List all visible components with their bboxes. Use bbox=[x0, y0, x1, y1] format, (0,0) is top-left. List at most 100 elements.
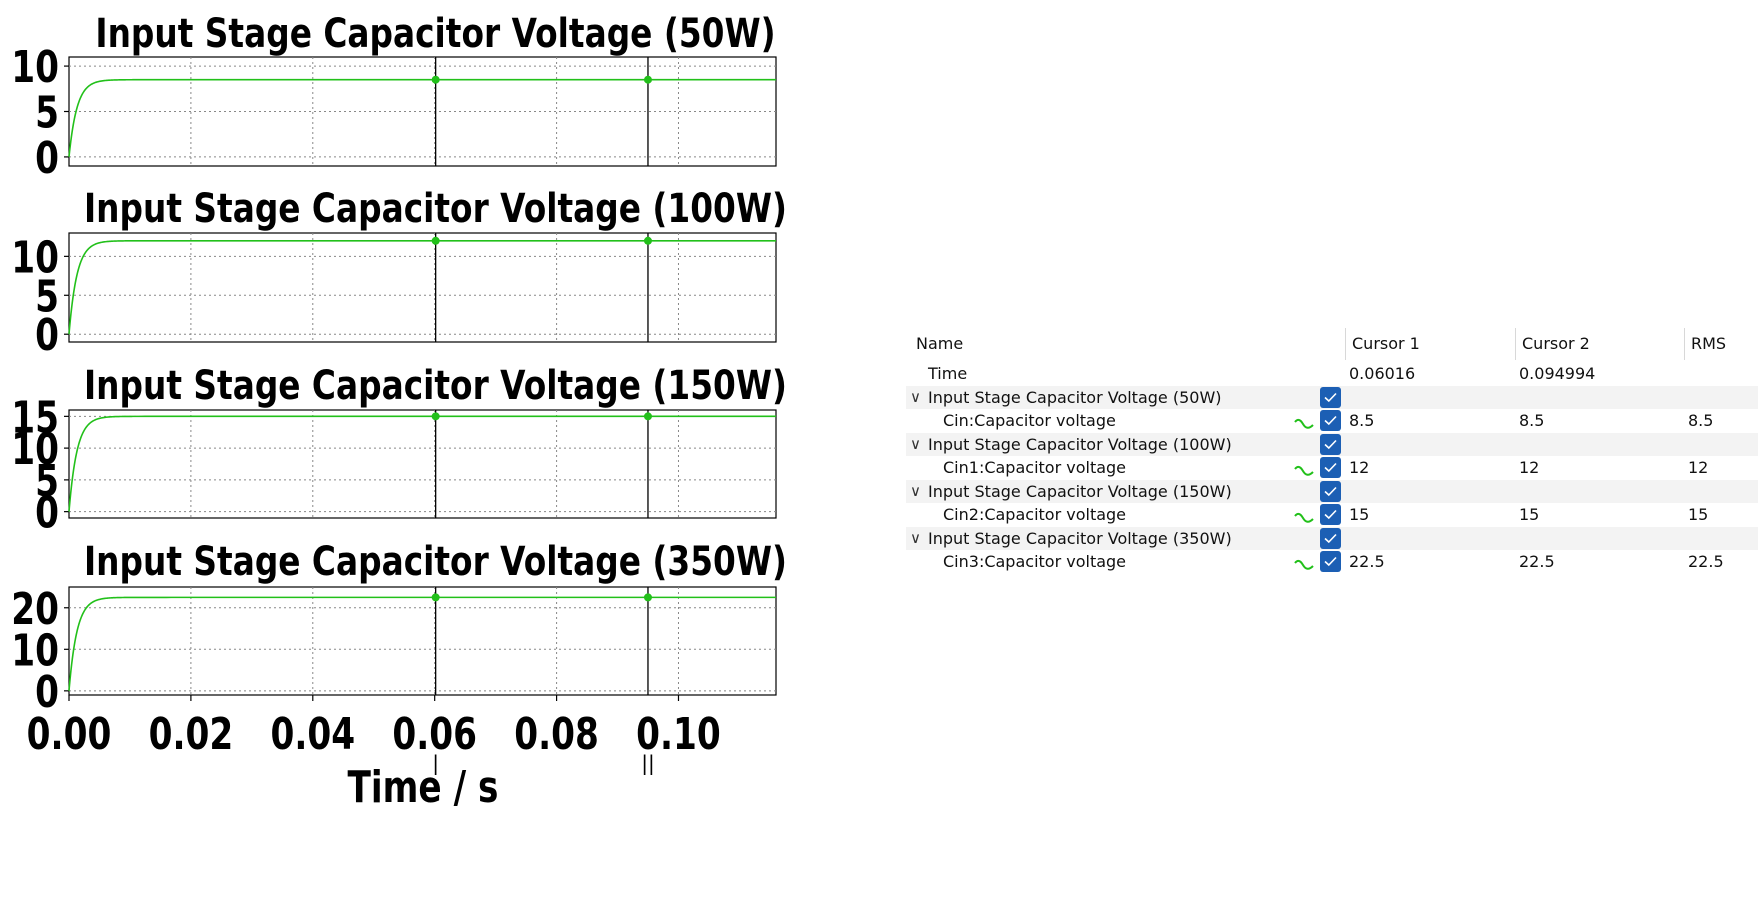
signal-name: Cin2:Capacitor voltage bbox=[943, 505, 1127, 524]
waveform-icon bbox=[1294, 413, 1314, 437]
group-row[interactable]: ∨ Input Stage Capacitor Voltage (50W) bbox=[906, 385, 1758, 409]
group-row[interactable]: ∨ Input Stage Capacitor Voltage (150W) bbox=[906, 479, 1758, 503]
signal-cursor1-value: 8.5 bbox=[1349, 411, 1375, 430]
y-tick-label: 0 bbox=[35, 310, 59, 361]
waveform-icon bbox=[1294, 554, 1314, 578]
y-tick-label: 20 bbox=[11, 584, 59, 635]
x-tick-label: 0.04 bbox=[270, 709, 355, 760]
cursor-label: || bbox=[641, 751, 654, 775]
time-cursor2: 0.094994 bbox=[1519, 364, 1596, 383]
signal-row[interactable]: Cin:Capacitor voltage 8.5 8.5 8.5 bbox=[906, 409, 1758, 433]
group-visible-checkbox[interactable] bbox=[1320, 527, 1341, 549]
plot-frame bbox=[68, 232, 777, 343]
group-visible-checkbox[interactable] bbox=[1320, 433, 1341, 455]
plots-svg: Input Stage Capacitor Voltage (50W)0510I… bbox=[11, 10, 787, 813]
plot-frame bbox=[68, 56, 777, 167]
signal-cursor2-value: 22.5 bbox=[1519, 552, 1555, 571]
signal-row[interactable]: Cin1:Capacitor voltage 12 12 12 bbox=[906, 456, 1758, 480]
chevron-down-icon[interactable]: ∨ bbox=[910, 528, 921, 547]
signal-cursor1-value: 15 bbox=[1349, 505, 1370, 524]
cursor-marker-point bbox=[431, 593, 440, 602]
signal-cursor2-value: 15 bbox=[1519, 505, 1540, 524]
y-tick-label: 5 bbox=[35, 271, 59, 322]
signal-rms-value: 12 bbox=[1688, 458, 1709, 477]
signal-cursor2-value: 12 bbox=[1519, 458, 1540, 477]
x-tick-label: 0.08 bbox=[514, 709, 599, 760]
signal-row[interactable]: Cin2:Capacitor voltage 15 15 15 bbox=[906, 503, 1758, 527]
signal-rms-value: 15 bbox=[1688, 505, 1709, 524]
header-rms[interactable]: RMS bbox=[1691, 334, 1727, 353]
signal-name: Cin:Capacitor voltage bbox=[943, 411, 1116, 430]
chevron-down-icon[interactable]: ∨ bbox=[910, 434, 921, 453]
group-name: Input Stage Capacitor Voltage (50W) bbox=[928, 387, 1222, 407]
signal-name: Cin1:Capacitor voltage bbox=[943, 458, 1127, 477]
y-tick-label: 5 bbox=[35, 87, 59, 138]
cursor-marker-point bbox=[643, 236, 652, 245]
header-separator[interactable] bbox=[1515, 328, 1516, 360]
signal-row[interactable]: Cin3:Capacitor voltage 22.5 22.5 22.5 bbox=[906, 550, 1758, 574]
signal-visible-checkbox[interactable] bbox=[1320, 504, 1341, 525]
chevron-down-icon[interactable]: ∨ bbox=[910, 481, 921, 500]
plots-panel: Input Stage Capacitor Voltage (50W) 0 5 10 I… bbox=[11, 10, 787, 813]
group-row[interactable]: ∨ Input Stage Capacitor Voltage (100W) bbox=[906, 432, 1758, 456]
cursor-marker-point bbox=[643, 412, 652, 421]
y-tick-label: 10 bbox=[11, 42, 59, 93]
cursor-label: | bbox=[432, 751, 439, 775]
cursor-marker-point bbox=[431, 236, 440, 245]
plot-frame bbox=[68, 409, 777, 519]
cursor-marker-point bbox=[431, 412, 440, 421]
y-tick-label: 0 bbox=[35, 667, 59, 718]
header-separator[interactable] bbox=[1684, 328, 1685, 360]
cursor-table: Name Cursor 1 Cursor 2 RMS Time 0.06016 … bbox=[906, 326, 1758, 574]
signal-cursor2-value: 8.5 bbox=[1519, 411, 1545, 430]
y-tick-label: 10 bbox=[11, 232, 59, 283]
waveform-icon bbox=[1294, 460, 1314, 484]
y-tick-label: 15 bbox=[11, 392, 59, 443]
signal-cursor1-value: 12 bbox=[1349, 458, 1370, 477]
signal-visible-checkbox[interactable] bbox=[1320, 457, 1341, 478]
signal-visible-checkbox[interactable] bbox=[1320, 410, 1341, 431]
x-tick-label: 0.02 bbox=[149, 709, 234, 760]
signal-name: Cin3:Capacitor voltage bbox=[943, 552, 1127, 571]
signal-rms-value: 22.5 bbox=[1688, 552, 1724, 571]
cursor-marker-point bbox=[643, 75, 652, 84]
x-tick-label: 0.00 bbox=[27, 709, 112, 760]
header-name[interactable]: Name bbox=[916, 334, 964, 353]
plot-panel: Input Stage Capacitor Voltage (150W) 0510… bbox=[11, 362, 787, 539]
x-tick-label: 0.06 bbox=[392, 709, 477, 760]
y-tick-label: 0 bbox=[35, 488, 59, 539]
series-line bbox=[68, 596, 776, 691]
cursor-marker-point bbox=[643, 593, 652, 602]
signal-cursor1-value: 22.5 bbox=[1349, 552, 1385, 571]
plot-panel: Input Stage Capacitor Voltage (350W) 0102… bbox=[11, 538, 787, 813]
plot-title: Input Stage Capacitor Voltage (50W) bbox=[95, 10, 775, 57]
chevron-down-icon[interactable]: ∨ bbox=[910, 387, 921, 406]
group-row[interactable]: ∨ Input Stage Capacitor Voltage (350W) bbox=[906, 526, 1758, 550]
header-cursor1[interactable]: Cursor 1 bbox=[1352, 334, 1420, 353]
y-tick-label: 10 bbox=[11, 424, 59, 475]
header-separator[interactable] bbox=[1345, 328, 1346, 360]
y-tick-label: 0 bbox=[35, 133, 59, 184]
signal-visible-checkbox[interactable] bbox=[1320, 551, 1341, 572]
cursor-marker-point bbox=[431, 75, 440, 84]
y-tick-label: 5 bbox=[35, 456, 59, 507]
plot-title: Input Stage Capacitor Voltage (350W) bbox=[84, 538, 787, 585]
group-visible-checkbox[interactable] bbox=[1320, 386, 1341, 408]
series-line bbox=[68, 415, 776, 512]
group-name: Input Stage Capacitor Voltage (150W) bbox=[928, 481, 1232, 501]
series-line bbox=[68, 78, 776, 157]
header-cursor2[interactable]: Cursor 2 bbox=[1522, 334, 1590, 353]
time-cursor1: 0.06016 bbox=[1349, 364, 1416, 383]
series-line bbox=[68, 239, 776, 335]
plot-title: Input Stage Capacitor Voltage (100W) bbox=[84, 185, 787, 232]
waveform-icon bbox=[1294, 507, 1314, 531]
group-name: Input Stage Capacitor Voltage (100W) bbox=[928, 434, 1232, 454]
group-visible-checkbox[interactable] bbox=[1320, 480, 1341, 502]
table-header-row: Name Cursor 1 Cursor 2 RMS bbox=[906, 326, 1758, 362]
plot-title: Input Stage Capacitor Voltage (150W) bbox=[84, 362, 787, 409]
x-tick-label: 0.10 bbox=[636, 709, 721, 760]
time-row[interactable]: Time 0.06016 0.094994 bbox=[906, 362, 1758, 386]
group-name: Input Stage Capacitor Voltage (350W) bbox=[928, 528, 1232, 548]
